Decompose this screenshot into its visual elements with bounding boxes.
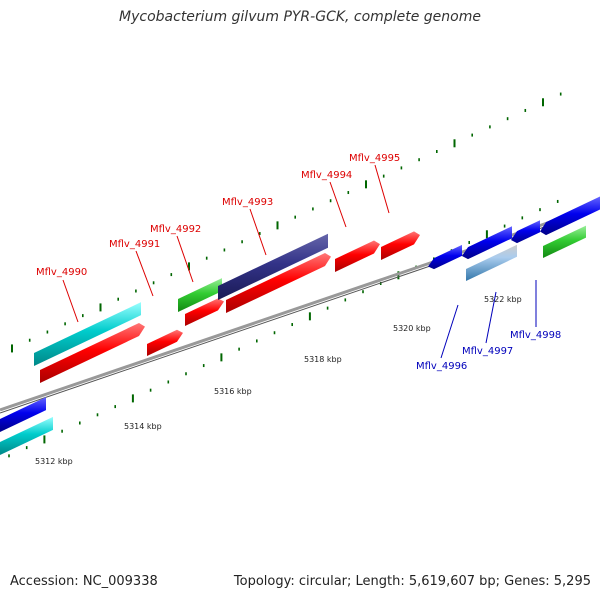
gene-label: Mflv_4998 [510, 330, 561, 341]
gene-features [0, 196, 600, 455]
gene-feature-cyan [0, 416, 53, 455]
gene-label: Mflv_4996 [416, 361, 467, 372]
tick-label: 5320 kbp [393, 324, 431, 333]
gene-feature-red [226, 252, 331, 313]
leader-line [374, 164, 390, 214]
gene-feature-blue [0, 397, 46, 432]
leader-line [135, 250, 154, 297]
tick-label: 5316 kbp [214, 387, 252, 396]
gene-feature-blue [462, 226, 512, 260]
map-title: Mycobacterium gilvum PYR-GCK, complete g… [119, 9, 481, 25]
gene-feature-red [40, 322, 145, 383]
leader-line [440, 304, 459, 359]
gene-labels: Mflv_4990 Mflv_4991 Mflv_4992 Mflv_4993 Mflv… [36, 153, 561, 372]
accession-text: Accession: NC_009338 [10, 574, 158, 589]
tick-label: 5322 kbp [484, 295, 522, 304]
gene-feature-red [335, 240, 380, 272]
gene-feature-blue [511, 220, 540, 244]
gene-label: Mflv_4995 [349, 153, 400, 164]
gene-label: Mflv_4992 [150, 224, 201, 235]
gene-feature-red [147, 329, 183, 356]
gene-feature-cyan [34, 302, 141, 366]
leader-line [329, 181, 347, 228]
tick-label: 5312 kbp [35, 457, 73, 466]
gene-feature-blue [428, 244, 462, 270]
gene-feature-purple [218, 233, 328, 300]
gene-feature-rna [466, 244, 517, 281]
leader-line [176, 235, 194, 283]
gene-feature-red [381, 231, 420, 260]
tick-label: 5318 kbp [304, 355, 342, 364]
leader-line [249, 208, 267, 256]
leader-line [485, 291, 497, 344]
topology-text: Topology: circular; Length: 5,619,607 bp… [233, 574, 591, 589]
gene-label: Mflv_4991 [109, 239, 160, 250]
leader-line [62, 279, 79, 323]
gene-feature-red [185, 298, 224, 326]
gene-label: Mflv_4994 [301, 170, 352, 181]
gene-feature-blue [540, 196, 600, 236]
gene-label: Mflv_4990 [36, 267, 87, 278]
gene-feature-green [178, 278, 222, 312]
tick-label: 5314 kbp [124, 422, 162, 431]
gene-label: Mflv_4997 [462, 346, 513, 357]
gene-feature-green [543, 225, 586, 258]
gene-label: Mflv_4993 [222, 197, 273, 208]
